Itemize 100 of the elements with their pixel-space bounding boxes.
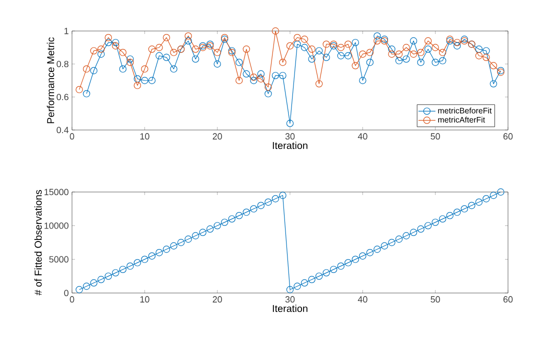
point [214, 60, 221, 68]
point [272, 27, 280, 35]
point [76, 86, 83, 94]
point [236, 58, 243, 66]
point [410, 37, 418, 44]
point [308, 55, 316, 63]
point [192, 46, 200, 53]
point [439, 57, 446, 64]
point [104, 34, 112, 42]
point [264, 198, 272, 206]
point [162, 34, 170, 42]
point [366, 58, 374, 66]
point [162, 54, 170, 61]
point [388, 46, 396, 53]
x-tick-label: 10 [140, 296, 150, 303]
point [184, 37, 192, 44]
point [322, 40, 330, 48]
x-tick-label: 0 [70, 296, 74, 303]
point [424, 222, 432, 230]
point [257, 75, 265, 82]
point [359, 252, 366, 260]
point [352, 256, 360, 263]
point [156, 52, 163, 60]
point [402, 232, 410, 240]
point [148, 46, 156, 53]
x-tick-label: 40 [358, 133, 368, 140]
point [395, 57, 403, 64]
point [446, 212, 454, 220]
point [236, 212, 243, 220]
point [148, 252, 156, 260]
point [199, 228, 206, 236]
point [264, 90, 272, 98]
point [300, 279, 308, 286]
point [344, 52, 352, 60]
point [294, 40, 301, 48]
point [424, 37, 432, 44]
point [374, 32, 381, 40]
point [119, 48, 126, 56]
point [170, 48, 178, 56]
x-axis-title: Iteration [272, 142, 308, 150]
point [468, 202, 476, 210]
point [148, 76, 156, 84]
point [490, 62, 498, 70]
x-axis-title: Iteration [272, 304, 308, 312]
point [454, 208, 461, 216]
point [90, 47, 98, 54]
point [300, 36, 308, 43]
point [439, 48, 446, 56]
point [460, 205, 468, 212]
point [294, 282, 301, 290]
point [141, 65, 148, 73]
point [497, 188, 504, 196]
point [322, 269, 330, 276]
point [432, 218, 439, 226]
point [104, 38, 112, 46]
point [380, 242, 388, 250]
point [366, 48, 374, 56]
point [97, 50, 105, 58]
point [424, 46, 432, 53]
point [454, 42, 461, 50]
point [141, 256, 148, 263]
point [286, 286, 294, 294]
y-tick-label: 0.6 [56, 94, 68, 100]
point [388, 238, 396, 246]
point [490, 80, 498, 88]
point [177, 238, 185, 246]
y-tick-label: 10000 [44, 222, 68, 229]
x-tick-label: 60 [503, 296, 513, 303]
point [279, 58, 286, 66]
point [402, 55, 410, 63]
point [286, 42, 294, 50]
point [330, 266, 338, 274]
point [366, 249, 374, 256]
point [272, 195, 280, 202]
x-tick-label: 40 [358, 296, 368, 303]
point [374, 37, 381, 44]
point [156, 249, 163, 256]
point [337, 44, 344, 52]
point [315, 272, 323, 280]
point [417, 225, 424, 233]
point [490, 192, 498, 199]
x-tick-label: 50 [430, 296, 440, 303]
point [97, 46, 105, 53]
point [395, 50, 403, 58]
point [279, 72, 286, 80]
point [126, 262, 134, 270]
point [475, 46, 483, 53]
point [82, 90, 90, 98]
point [352, 38, 360, 46]
y-tick-label: 5000 [49, 256, 68, 263]
point [82, 65, 90, 73]
point [184, 32, 192, 40]
point [352, 62, 360, 70]
x-tick-label: 0 [70, 133, 74, 140]
point [344, 40, 352, 48]
point [112, 269, 120, 276]
point [432, 44, 439, 52]
point [184, 236, 192, 243]
point [315, 47, 323, 54]
point [286, 120, 294, 127]
